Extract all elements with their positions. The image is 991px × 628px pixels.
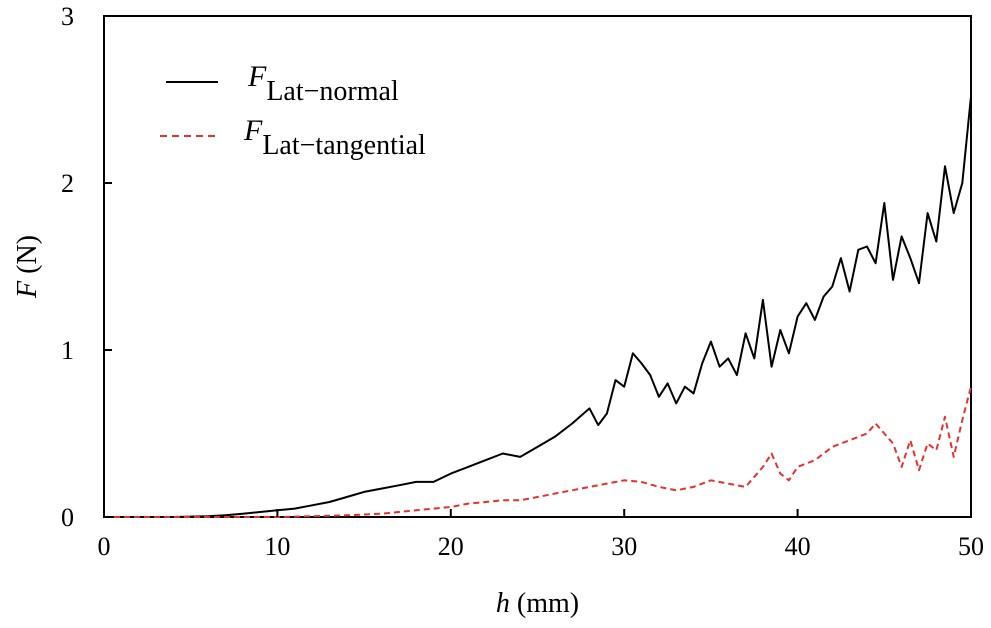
x-axis-title: h (mm) (496, 588, 579, 619)
legend: FLat−normal FLat−tangential (160, 60, 426, 161)
x-axis-var: h (496, 588, 510, 619)
legend-tangential-main: F (243, 114, 263, 147)
y-tick-label: 2 (61, 169, 74, 198)
legend-label-normal: FLat−normal (247, 60, 399, 107)
plot-area (103, 15, 972, 518)
legend-normal-main: F (247, 60, 267, 93)
y-tick-label: 3 (61, 2, 74, 31)
y-tick-label: 0 (61, 503, 74, 532)
legend-tangential-sub: Lat−tangential (262, 130, 426, 161)
x-tick-label: 20 (438, 532, 464, 561)
series-line-normal (104, 96, 972, 518)
x-tick-label: 10 (264, 532, 290, 561)
series-line-tangential (104, 386, 972, 518)
x-axis-unit: (mm) (510, 588, 579, 619)
y-axis-unit: (N) (12, 235, 43, 281)
legend-normal-sub: Lat−normal (266, 76, 399, 107)
x-tick-label: 50 (958, 532, 984, 561)
tick-layer: 0 10 20 30 40 50 0 1 2 3 (61, 2, 984, 561)
x-tick-label: 40 (785, 532, 811, 561)
y-axis-title: F (N) (12, 235, 43, 299)
series-layer (104, 96, 972, 518)
x-tick-label: 30 (611, 532, 637, 561)
x-tick-label: 0 (98, 532, 111, 561)
y-tick-label: 1 (61, 336, 74, 365)
y-axis-var: F (12, 280, 43, 299)
plot-frame (103, 15, 972, 518)
legend-label-tangential: FLat−tangential (243, 114, 426, 161)
